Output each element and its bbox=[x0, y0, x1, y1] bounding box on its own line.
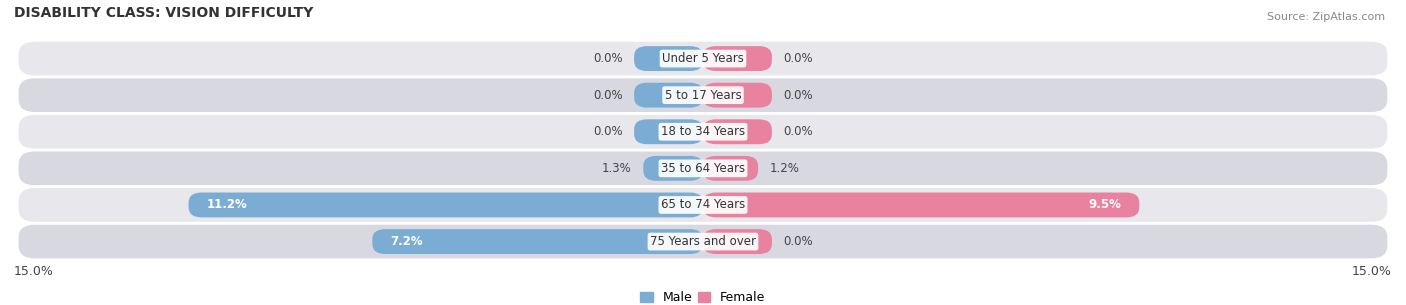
FancyBboxPatch shape bbox=[703, 119, 772, 144]
Text: 15.0%: 15.0% bbox=[1353, 265, 1392, 278]
FancyBboxPatch shape bbox=[703, 192, 1139, 217]
Text: DISABILITY CLASS: VISION DIFFICULTY: DISABILITY CLASS: VISION DIFFICULTY bbox=[14, 6, 314, 20]
Text: 0.0%: 0.0% bbox=[783, 235, 813, 248]
FancyBboxPatch shape bbox=[703, 46, 772, 71]
FancyBboxPatch shape bbox=[188, 192, 703, 217]
Text: 0.0%: 0.0% bbox=[783, 89, 813, 102]
Legend: Male, Female: Male, Female bbox=[636, 286, 770, 305]
Text: 1.2%: 1.2% bbox=[769, 162, 800, 175]
FancyBboxPatch shape bbox=[18, 42, 1388, 75]
Text: Source: ZipAtlas.com: Source: ZipAtlas.com bbox=[1267, 12, 1385, 22]
Text: 65 to 74 Years: 65 to 74 Years bbox=[661, 199, 745, 211]
Text: 75 Years and over: 75 Years and over bbox=[650, 235, 756, 248]
FancyBboxPatch shape bbox=[18, 115, 1388, 149]
Text: 35 to 64 Years: 35 to 64 Years bbox=[661, 162, 745, 175]
Text: 0.0%: 0.0% bbox=[593, 89, 623, 102]
Text: 18 to 34 Years: 18 to 34 Years bbox=[661, 125, 745, 138]
FancyBboxPatch shape bbox=[18, 78, 1388, 112]
FancyBboxPatch shape bbox=[634, 46, 703, 71]
Text: 11.2%: 11.2% bbox=[207, 199, 247, 211]
Text: 0.0%: 0.0% bbox=[783, 52, 813, 65]
Text: 15.0%: 15.0% bbox=[14, 265, 53, 278]
FancyBboxPatch shape bbox=[644, 156, 703, 181]
FancyBboxPatch shape bbox=[634, 119, 703, 144]
Text: 7.2%: 7.2% bbox=[391, 235, 423, 248]
FancyBboxPatch shape bbox=[18, 152, 1388, 185]
FancyBboxPatch shape bbox=[373, 229, 703, 254]
FancyBboxPatch shape bbox=[18, 225, 1388, 258]
FancyBboxPatch shape bbox=[703, 156, 758, 181]
Text: 0.0%: 0.0% bbox=[593, 52, 623, 65]
Text: 0.0%: 0.0% bbox=[783, 125, 813, 138]
Text: 5 to 17 Years: 5 to 17 Years bbox=[665, 89, 741, 102]
FancyBboxPatch shape bbox=[634, 83, 703, 108]
Text: Under 5 Years: Under 5 Years bbox=[662, 52, 744, 65]
FancyBboxPatch shape bbox=[703, 229, 772, 254]
Text: 1.3%: 1.3% bbox=[602, 162, 631, 175]
Text: 9.5%: 9.5% bbox=[1088, 199, 1121, 211]
FancyBboxPatch shape bbox=[18, 188, 1388, 222]
Text: 0.0%: 0.0% bbox=[593, 125, 623, 138]
FancyBboxPatch shape bbox=[703, 83, 772, 108]
